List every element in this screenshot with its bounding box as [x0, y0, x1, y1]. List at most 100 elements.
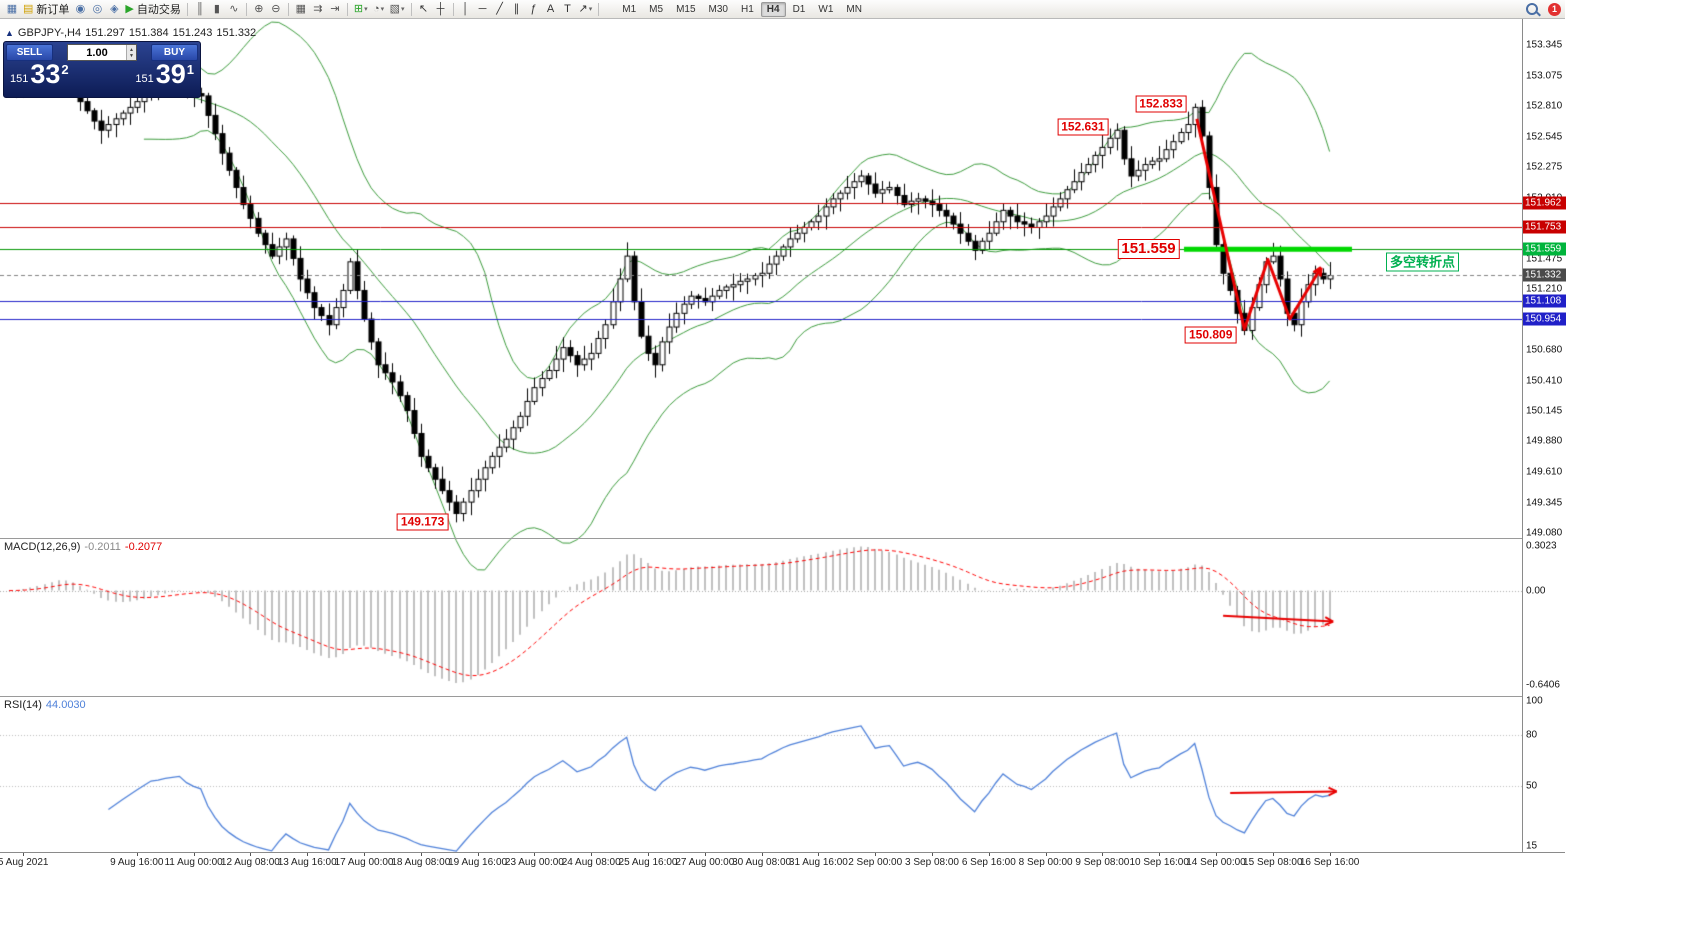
time-axis-label: 6 Sep 16:00 — [961, 857, 1016, 868]
time-axis-tick — [23, 853, 25, 856]
volume-field[interactable]: 1.00 ▲ ▼ — [67, 44, 137, 61]
new-order-button[interactable]: ▤ 新订单 — [21, 1, 71, 17]
dropdown-caret-icon[interactable]: ▾ — [588, 6, 593, 13]
sell-button[interactable]: SELL — [6, 44, 53, 61]
buy-price-base: 151 — [135, 72, 154, 85]
candlestick-chart-type-icon[interactable]: ▮ — [209, 1, 225, 17]
text-icon[interactable]: A — [543, 1, 559, 17]
time-axis-tick — [136, 853, 138, 856]
timeframe-w1[interactable]: W1 — [812, 2, 839, 17]
timeframe-mn[interactable]: MN — [840, 2, 868, 17]
chart-shift-icon[interactable]: ⇥ — [327, 1, 343, 17]
bar-chart-type-icon[interactable]: ║ — [192, 1, 208, 17]
note-annotation[interactable]: 多空转折点 — [1386, 252, 1460, 272]
text-label-icon: T — [564, 2, 571, 15]
auto-scroll-icon[interactable]: ⇉ — [310, 1, 326, 17]
equidistant-channel-icon[interactable]: ∥ — [509, 1, 525, 17]
timeframe-h4[interactable]: H4 — [760, 1, 786, 17]
zoom-out-icon: ⊖ — [271, 2, 281, 15]
crosshair-icon[interactable]: ┼ — [433, 1, 449, 17]
time-axis-tick — [534, 853, 536, 856]
trendline-icon[interactable]: ╱ — [492, 1, 508, 17]
price-axis-label: 152.810 — [1526, 100, 1563, 112]
price-annotation[interactable]: 152.631 — [1057, 118, 1109, 136]
time-axis-label: 25 Aug 16:00 — [618, 857, 678, 868]
dropdown-caret-icon[interactable]: ▾ — [364, 6, 368, 13]
time-axis-tick — [1329, 853, 1331, 856]
time-axis-label: 18 Aug 08:00 — [391, 857, 451, 868]
price-annotation[interactable]: 152.833 — [1135, 95, 1187, 113]
zoom-out-icon[interactable]: ⊖ — [268, 1, 284, 17]
timeframe-m5[interactable]: M5 — [643, 2, 669, 17]
panel-separator-macd[interactable] — [0, 538, 1565, 539]
vertical-line-icon[interactable]: │ — [458, 1, 474, 17]
low-value: 151.243 — [172, 27, 213, 39]
price-annotation[interactable]: 151.559 — [1117, 239, 1180, 260]
buy-price[interactable]: 151 39 1 — [135, 61, 194, 88]
indicators-icon: ⊞ — [353, 2, 364, 15]
time-axis[interactable]: 5 Aug 2021 9 Aug 16:00 11 Aug 00:00 12 Aug … — [0, 852, 1565, 871]
strategy-tester-icon[interactable]: ◈ — [106, 1, 122, 17]
line-chart-type-icon[interactable]: ∿ — [226, 1, 242, 17]
mt4-window: ▦ ▤ 新订单 ◉ ◎ ◈ ▶ 自动交易 ║ ▮ ∿ ⊕ ⊖ ▦ ⇉ ⇥ ⊞ ▾ ◔ ▾ ▧ ▾ ↖ ┼ │ ─ ╱ ∥ ƒ A T ↗ ▾ M… — [0, 0, 1565, 944]
periods-icon[interactable]: ◔ ▾ — [371, 1, 387, 17]
time-axis-label: 15 Sep 08:00 — [1243, 857, 1303, 868]
timeframe-m1[interactable]: M1 — [616, 2, 642, 17]
time-axis-label: 30 Aug 08:00 — [732, 857, 792, 868]
volume-stepper[interactable]: ▲ ▼ — [126, 45, 136, 60]
price-axis[interactable]: 153.345153.075152.810152.545152.275152.0… — [1522, 19, 1566, 852]
buy-button[interactable]: BUY — [150, 44, 198, 61]
price-axis-label: 149.080 — [1526, 527, 1563, 539]
timeframe-h1[interactable]: H1 — [735, 2, 760, 17]
time-axis-tick — [761, 853, 763, 856]
price-axis-label: 153.075 — [1526, 70, 1563, 82]
panel-separator-rsi[interactable] — [0, 696, 1565, 697]
search-icon[interactable] — [1526, 3, 1538, 15]
trendline-icon: ╱ — [496, 2, 503, 15]
timeframe-m30[interactable]: M30 — [703, 2, 734, 17]
volume-down-icon[interactable]: ▼ — [129, 52, 134, 59]
notification-badge[interactable]: 1 — [1548, 2, 1561, 16]
open-value: 151.297 — [85, 27, 125, 39]
volume-value[interactable]: 1.00 — [86, 46, 108, 59]
toolbar-separator — [410, 2, 412, 16]
zoom-in-icon[interactable]: ⊕ — [251, 1, 267, 17]
time-axis-label: 23 Aug 00:00 — [504, 857, 564, 868]
price-badge: 151.108 — [1523, 294, 1566, 308]
price-axis-label: 151.475 — [1526, 253, 1563, 265]
volume-up-icon[interactable]: ▲ — [129, 46, 134, 53]
time-axis-tick — [1272, 853, 1274, 856]
price-chart-canvas[interactable] — [0, 19, 1522, 852]
dropdown-caret-icon[interactable]: ▾ — [401, 6, 405, 13]
sell-price-point: 2 — [61, 62, 69, 77]
macd-axis-label: 0.00 — [1526, 585, 1546, 597]
macd-name: MACD(12,26,9) — [4, 541, 81, 553]
timeframe-m15[interactable]: M15 — [670, 2, 701, 17]
data-window-icon[interactable]: ◎ — [89, 1, 105, 17]
rsi-value: 44.0030 — [45, 699, 86, 711]
horizontal-line-icon[interactable]: ─ — [475, 1, 491, 17]
one-click-trade-panel: SELL 1.00 ▲ ▼ BUY 151 33 2 151 39 1 — [3, 41, 201, 98]
fibonacci-icon[interactable]: ƒ — [526, 1, 542, 17]
price-annotation[interactable]: 149.173 — [396, 513, 449, 531]
text-label-icon[interactable]: T — [560, 1, 576, 17]
price-axis-label: 150.680 — [1526, 344, 1563, 356]
price-axis-label: 153.345 — [1526, 39, 1563, 51]
one-click-collapse-icon[interactable]: ▲ — [5, 28, 14, 38]
templates-icon[interactable]: ▧ ▾ — [388, 1, 407, 17]
indicators-icon[interactable]: ⊞ ▾ — [352, 1, 370, 17]
sell-price[interactable]: 151 33 2 — [10, 61, 69, 88]
autotrading-button[interactable]: ▶ 自动交易 — [123, 1, 182, 17]
timeframe-d1[interactable]: D1 — [787, 2, 812, 17]
cursor-icon[interactable]: ↖ — [416, 1, 432, 17]
periods-icon: ◔ — [373, 2, 380, 15]
price-badge: 150.954 — [1523, 312, 1566, 326]
tile-windows-icon[interactable]: ▦ — [293, 1, 309, 17]
toolbar-separator — [186, 2, 188, 16]
market-watch-icon[interactable]: ◉ — [72, 1, 88, 17]
price-annotation[interactable]: 150.809 — [1185, 326, 1237, 344]
arrows-tool-icon[interactable]: ↗ ▾ — [577, 1, 595, 17]
chart-window-icon[interactable]: ▦ — [4, 1, 20, 17]
dropdown-caret-icon[interactable]: ▾ — [380, 6, 385, 13]
text-icon: A — [546, 2, 555, 15]
